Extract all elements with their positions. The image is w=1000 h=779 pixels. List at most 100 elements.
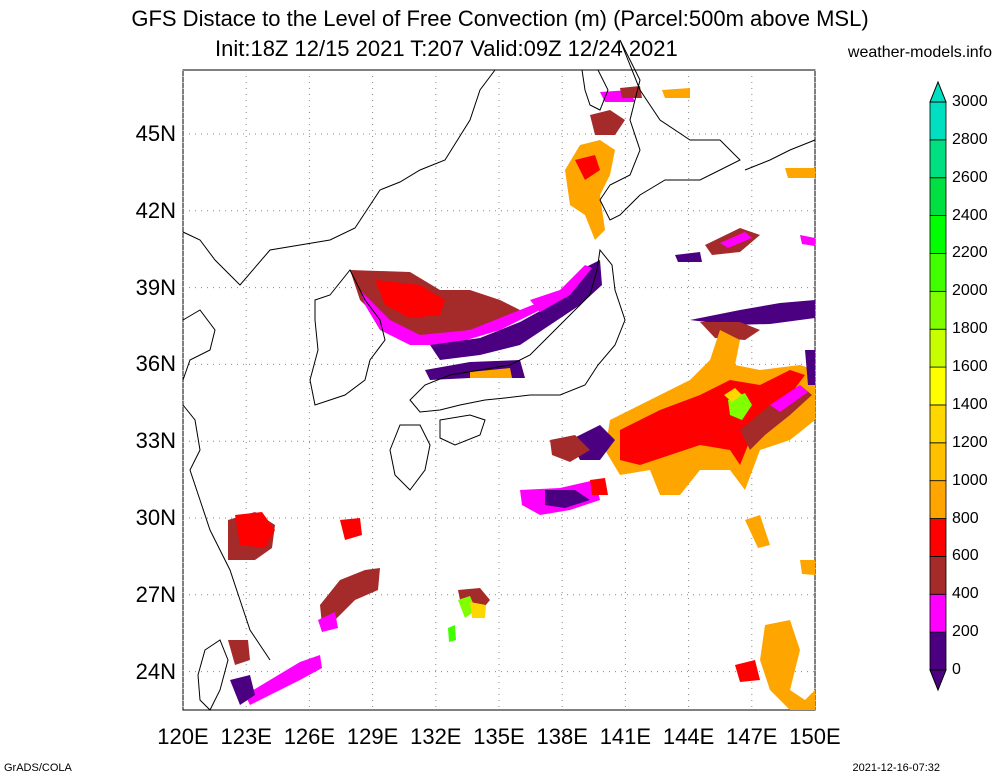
shade-region [805,350,815,385]
colorbar-segment [929,518,947,557]
colorbar-segment [929,442,947,482]
lat-tick-label: 39N [135,274,176,300]
colorbar-level-label: 3000 [952,93,988,110]
chart-subtitle: Init:18Z 12/15 2021 T:207 Valid:09Z 12/2… [215,36,678,61]
colorbar-level-label: 1400 [952,395,988,413]
lat-tick-label: 33N [135,428,176,454]
colorbar-level-label: 2400 [952,206,988,224]
shade-region [760,620,815,710]
lat-tick-label: 42N [135,197,176,223]
colorbar-level-label: 800 [952,509,979,527]
shade-region [700,322,760,340]
shade-region [662,88,690,98]
lon-tick-label: 138E [536,724,588,749]
shade-region [770,385,808,412]
coastline-shikoku [439,414,486,446]
colorbar-segment [929,290,947,330]
coastline-kurils [744,139,816,171]
lat-tick-label: 27N [135,581,176,607]
footer-right: 2021-12-16-07:32 [852,762,940,774]
lfc-shading [228,86,815,710]
colorbar-level-label: 1200 [952,433,988,451]
shade-region [675,252,702,262]
shade-region [720,232,752,248]
colorbar-segment [929,480,947,519]
lon-tick-label: 132E [410,724,462,749]
colorbar-level-label: 1600 [952,358,988,376]
shade-region [470,602,486,618]
colorbar-level-label: 2800 [952,130,988,148]
shade-region [575,155,600,180]
colorbar-level-label: 600 [952,547,979,565]
colorbar-level-label: 200 [952,623,979,641]
site-label: weather-models.info [847,44,992,61]
shade-region [590,110,625,135]
shade-region [590,478,608,495]
colorbar-level-label: 400 [952,585,979,603]
coastline-taiwan [197,639,229,711]
shade-region [690,300,815,325]
colorbar-level-label: 2000 [952,282,988,300]
shade-region [340,518,362,540]
lon-tick-label: 150E [789,724,841,749]
shade-region [800,560,815,575]
chart-title: GFS Distace to the Level of Free Convect… [131,6,869,31]
shade-region [360,290,545,345]
shade-region [785,168,815,178]
shade-region [228,640,250,665]
shade-region [375,280,445,318]
shade-region [230,675,255,705]
colorbar-level-label: 2200 [952,244,988,262]
shade-region [800,235,815,246]
colorbar-segment [929,101,947,141]
shade-region [470,368,512,378]
coastline-hokkaido [599,39,741,221]
shade-region [530,265,592,312]
lon-tick-label: 123E [220,724,272,749]
colorbar [929,80,947,692]
lat-tick-label: 24N [135,658,176,684]
colorbar-level-label: 1000 [952,471,988,489]
colorbar-level-label: 2600 [952,168,988,186]
lon-tick-label: 129E [346,724,399,749]
colorbar-segment [929,404,947,444]
colorbar-segment [929,139,947,179]
colorbar-segment [929,328,947,368]
coastline-honshu [409,248,626,413]
shade-region [235,512,275,548]
lon-tick-label: 147E [726,724,778,749]
colorbar-top-arrow [929,80,947,103]
shade-region [724,388,742,402]
colorbar-level-label: 0 [952,661,961,678]
shade-region [745,515,770,548]
colorbar-bottom-arrow [929,669,947,692]
coastline-kyushu [389,424,431,491]
footer-left: GrADS/COLA [4,762,72,774]
shade-region [550,435,590,462]
lon-tick-label: 141E [599,724,652,749]
colorbar-segment [929,253,947,292]
shade-region [318,612,338,632]
shade-region [735,660,760,682]
coastline-sakhalin [581,69,609,111]
colorbar-segment [929,631,947,671]
shade-region [245,655,322,705]
lon-tick-label: 120E [157,724,209,749]
colorbar-segment [929,556,947,595]
coastlines [182,39,816,711]
colorbar-segment [929,593,947,633]
shade-region [320,568,380,625]
colorbar-level-label: 1800 [952,320,988,338]
coastline-asia [182,69,496,661]
shade-region [448,625,456,642]
colorbar-segment [929,177,947,217]
lon-tick-label: 126E [283,724,336,749]
lon-tick-label: 144E [662,724,715,749]
lat-tick-label: 30N [135,505,176,530]
shade-region [620,370,805,465]
colorbar-segment [929,366,947,406]
lat-tick-label: 36N [135,351,176,377]
lon-tick-label: 135E [473,724,525,749]
shade-region [545,490,590,508]
